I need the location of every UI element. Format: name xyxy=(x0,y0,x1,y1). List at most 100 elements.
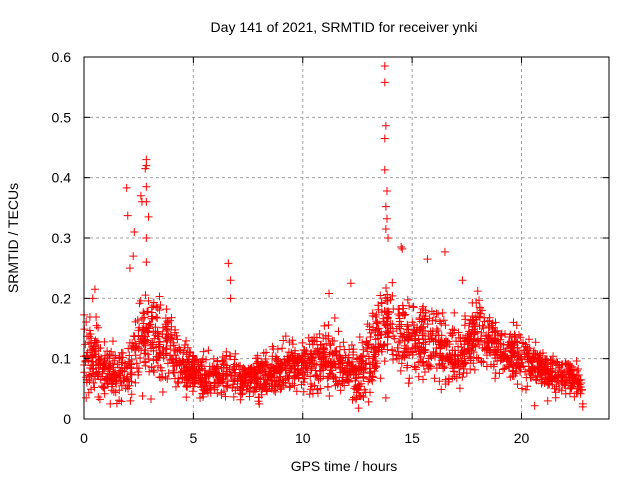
data-point xyxy=(471,327,480,336)
data-point xyxy=(169,366,178,375)
data-point xyxy=(123,211,132,220)
data-point xyxy=(122,374,131,383)
data-point xyxy=(491,347,500,356)
data-point xyxy=(156,349,165,358)
data-point xyxy=(130,227,139,236)
data-point xyxy=(370,367,379,376)
data-point xyxy=(175,343,184,352)
data-point xyxy=(513,352,522,361)
data-point xyxy=(568,371,577,380)
data-point xyxy=(313,372,322,381)
data-point xyxy=(421,340,430,349)
x-tick-label: 20 xyxy=(514,430,530,446)
data-point xyxy=(570,392,579,401)
data-point xyxy=(209,354,218,363)
data-point xyxy=(126,396,135,405)
data-point xyxy=(523,382,532,391)
data-point xyxy=(206,369,215,378)
data-point xyxy=(251,387,260,396)
data-point xyxy=(123,372,132,381)
data-point xyxy=(204,346,213,355)
data-point xyxy=(298,356,307,365)
data-point xyxy=(258,384,267,393)
data-point xyxy=(562,369,571,378)
data-point xyxy=(205,379,214,388)
data-point xyxy=(388,345,397,354)
data-point xyxy=(499,354,508,363)
data-point xyxy=(365,322,374,331)
data-point xyxy=(346,279,355,288)
data-point xyxy=(455,370,464,379)
data-point xyxy=(150,368,159,377)
data-point xyxy=(404,345,413,354)
data-point xyxy=(492,339,501,348)
data-point xyxy=(381,321,390,330)
data-point xyxy=(355,333,364,342)
data-point xyxy=(380,78,389,87)
data-point xyxy=(147,363,156,372)
data-point xyxy=(189,355,198,364)
data-point xyxy=(87,361,96,370)
data-point xyxy=(205,362,214,371)
data-point xyxy=(145,320,154,329)
data-point xyxy=(380,340,389,349)
data-point xyxy=(382,313,391,322)
data-point xyxy=(125,351,134,360)
data-point xyxy=(125,264,134,273)
data-point xyxy=(367,328,376,337)
data-point xyxy=(398,244,407,253)
data-point xyxy=(259,373,268,382)
data-point xyxy=(223,383,232,392)
data-point xyxy=(403,336,412,345)
data-point xyxy=(263,375,272,384)
data-point xyxy=(349,350,358,359)
data-point xyxy=(370,348,379,357)
data-point xyxy=(108,337,117,346)
data-point xyxy=(454,328,463,337)
data-point xyxy=(394,347,403,356)
data-point xyxy=(415,339,424,348)
y-tick-label: 0.1 xyxy=(52,351,72,367)
data-point xyxy=(144,212,153,221)
data-point xyxy=(474,354,483,363)
data-point xyxy=(244,364,253,373)
data-point xyxy=(120,359,129,368)
data-point xyxy=(353,383,362,392)
data-point xyxy=(435,317,444,326)
data-point xyxy=(109,387,118,396)
data-point xyxy=(404,379,413,388)
data-point xyxy=(371,312,380,321)
data-point xyxy=(197,357,206,366)
data-point xyxy=(324,321,333,330)
data-point xyxy=(86,351,95,360)
data-point xyxy=(136,296,145,305)
data-point xyxy=(254,393,263,402)
data-point xyxy=(255,364,264,373)
data-point xyxy=(290,381,299,390)
data-point xyxy=(255,399,264,408)
data-point xyxy=(290,346,299,355)
data-point xyxy=(568,379,577,388)
data-point xyxy=(437,319,446,328)
data-point xyxy=(261,360,270,369)
data-point xyxy=(547,376,556,385)
data-point xyxy=(414,334,423,343)
data-point xyxy=(300,374,309,383)
data-point xyxy=(376,331,385,340)
y-tick-labels: 0 0.1 0.2 0.3 0.4 0.5 0.6 xyxy=(52,49,72,427)
data-point xyxy=(200,381,209,390)
data-point xyxy=(148,314,157,323)
data-point xyxy=(253,377,262,386)
data-point xyxy=(538,377,547,386)
data-point xyxy=(339,338,348,347)
data-point xyxy=(445,355,454,364)
data-point xyxy=(374,301,383,310)
data-point xyxy=(455,384,464,393)
data-point xyxy=(100,364,109,373)
data-point xyxy=(274,377,283,386)
x-tick-label: 5 xyxy=(189,430,197,446)
data-point xyxy=(361,364,370,373)
data-point xyxy=(466,352,475,361)
data-point xyxy=(388,291,397,300)
data-point xyxy=(191,374,200,383)
